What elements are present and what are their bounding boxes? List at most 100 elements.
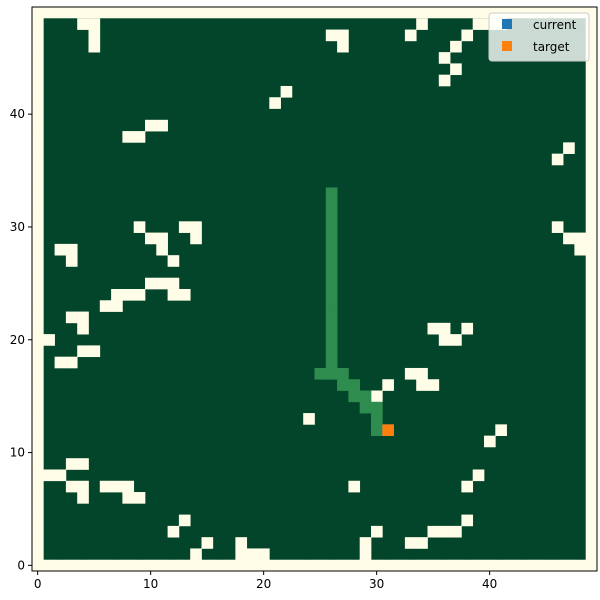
obstacle-cell [32, 390, 44, 403]
obstacle-cell [43, 559, 55, 572]
obstacle-cell [32, 424, 44, 436]
obstacle-cell [156, 119, 168, 132]
y-tick-label: 0 [17, 558, 25, 572]
path-cell [325, 187, 338, 200]
obstacle-cell [77, 492, 89, 504]
path-cell [325, 255, 338, 267]
obstacle-cell [246, 559, 259, 572]
obstacle-cell [32, 119, 44, 132]
obstacle-cell [32, 458, 44, 470]
obstacle-cell [122, 492, 135, 504]
obstacle-cell [43, 334, 55, 346]
obstacle-cell [574, 232, 587, 245]
obstacle-cell [495, 424, 507, 436]
obstacle-cell [32, 559, 44, 572]
grid-cells [32, 7, 597, 572]
obstacle-cell [303, 413, 315, 425]
obstacle-cell [167, 559, 180, 572]
obstacle-cell [450, 63, 462, 76]
obstacle-cell [167, 289, 180, 301]
obstacle-cell [32, 277, 44, 290]
obstacle-cell [404, 537, 417, 549]
obstacle-cell [450, 559, 462, 572]
obstacle-cell [224, 559, 236, 572]
obstacle-cell [427, 525, 440, 538]
obstacle-cell [190, 221, 202, 233]
obstacle-cell [461, 29, 474, 42]
path-cell [325, 210, 338, 222]
obstacle-cell [145, 119, 157, 132]
obstacle-cell [450, 40, 462, 53]
obstacle-cell [235, 537, 248, 549]
path-cell [325, 322, 338, 335]
obstacle-cell [416, 537, 428, 549]
obstacle-cell [32, 322, 44, 335]
path-cell [325, 367, 338, 380]
obstacle-cell [178, 221, 191, 233]
obstacle-cell [77, 18, 89, 30]
y-tick-label: 20 [10, 333, 25, 347]
obstacle-cell [382, 559, 394, 572]
obstacle-cell [122, 131, 135, 143]
obstacle-cell [145, 559, 157, 572]
obstacle-cell [371, 559, 383, 572]
obstacle-cell [574, 559, 587, 572]
obstacle-cell [551, 153, 564, 166]
obstacle-cell [212, 559, 225, 572]
obstacle-cell [371, 525, 383, 538]
obstacle-cell [43, 469, 55, 482]
obstacle-cell [359, 559, 372, 572]
obstacle-cell [461, 322, 474, 335]
legend: current target [488, 12, 590, 62]
legend-box [488, 12, 590, 62]
x-tick-label: 30 [369, 577, 384, 591]
obstacle-cell [54, 559, 67, 572]
obstacle-cell [201, 537, 214, 549]
obstacle-cell [88, 345, 101, 358]
obstacle-cell [32, 548, 44, 561]
x-axis: 0 10 20 30 40 [34, 571, 497, 591]
obstacle-cell [201, 559, 214, 572]
obstacle-cell [133, 221, 146, 233]
obstacle-cell [371, 390, 383, 403]
path-cell [325, 289, 338, 301]
obstacle-cell [438, 322, 451, 335]
obstacle-cell [404, 29, 417, 42]
obstacle-cell [269, 97, 281, 109]
obstacle-cell [32, 142, 44, 154]
obstacle-cell [54, 356, 67, 369]
obstacle-cell [32, 131, 44, 143]
obstacle-cell [65, 458, 78, 470]
obstacle-cell [450, 525, 462, 538]
obstacle-cell [32, 334, 44, 346]
obstacle-cell [65, 480, 78, 493]
obstacle-cell [269, 559, 281, 572]
obstacle-cell [178, 289, 191, 301]
obstacle-cell [32, 210, 44, 222]
obstacle-cell [32, 29, 44, 42]
obstacle-cell [529, 559, 541, 572]
obstacle-cell [32, 367, 44, 380]
obstacle-cell [404, 367, 417, 380]
obstacle-cell [133, 289, 146, 301]
obstacle-cell [133, 559, 146, 572]
legend-label-current: current [533, 18, 577, 32]
obstacle-cell [133, 492, 146, 504]
obstacle-cell [359, 548, 372, 561]
path-cell [325, 232, 338, 245]
obstacle-cell [88, 40, 101, 53]
obstacle-cell [246, 548, 259, 561]
obstacle-cell [325, 559, 338, 572]
obstacle-cell [99, 559, 112, 572]
path-cell [325, 198, 338, 211]
obstacle-cell [427, 379, 440, 391]
obstacle-cell [32, 492, 44, 504]
obstacle-cell [77, 480, 89, 493]
path-cell [337, 379, 349, 391]
obstacle-cell [461, 480, 474, 493]
obstacle-cell [32, 85, 44, 98]
obstacle-cell [167, 277, 180, 290]
obstacle-cell [563, 559, 575, 572]
obstacle-cell [65, 356, 78, 369]
obstacle-cell [32, 97, 44, 109]
